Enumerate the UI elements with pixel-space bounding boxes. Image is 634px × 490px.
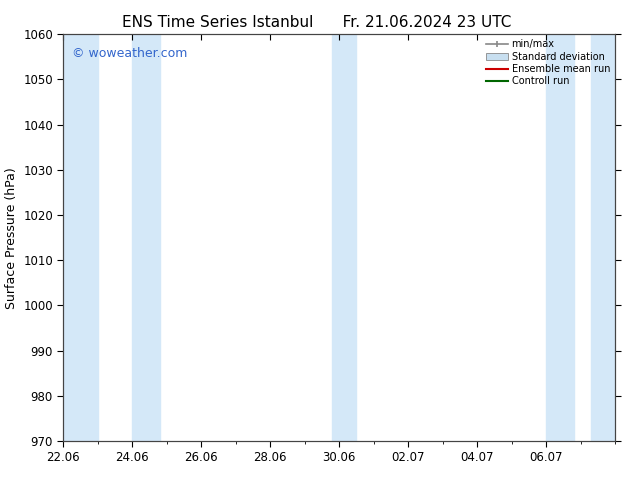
Y-axis label: Surface Pressure (hPa): Surface Pressure (hPa) (4, 167, 18, 309)
Legend: min/max, Standard deviation, Ensemble mean run, Controll run: min/max, Standard deviation, Ensemble me… (484, 37, 612, 88)
Text: © woweather.com: © woweather.com (72, 47, 187, 59)
Text: ENS Time Series Istanbul      Fr. 21.06.2024 23 UTC: ENS Time Series Istanbul Fr. 21.06.2024 … (122, 15, 512, 30)
Bar (63, 34, 98, 441)
Bar (591, 34, 615, 441)
Bar (332, 34, 356, 441)
Bar (546, 34, 574, 441)
Bar (133, 34, 160, 441)
